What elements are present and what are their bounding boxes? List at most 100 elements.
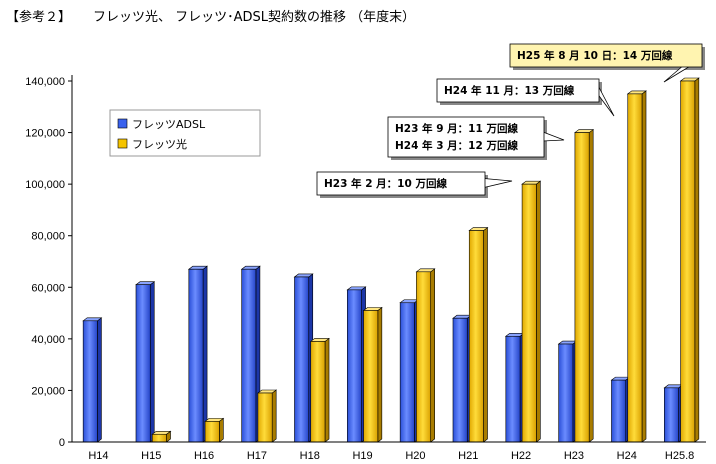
bar-face xyxy=(347,289,362,443)
bar-hikari xyxy=(468,226,489,443)
x-tick-label: H16 xyxy=(194,450,214,462)
y-tick-label: 120,000 xyxy=(25,128,65,140)
callout-text: H23 年 9 月：11 万回線 xyxy=(395,122,518,135)
bar-hikari xyxy=(204,417,225,443)
bar-face xyxy=(627,93,643,443)
bar-side xyxy=(97,317,102,443)
y-tick-label: 0 xyxy=(59,437,65,449)
legend: フレッツADSL フレッツ光 xyxy=(109,109,261,157)
y-tick-label: 140,000 xyxy=(25,76,65,88)
bar-hikari xyxy=(151,430,172,443)
bar-face xyxy=(558,343,574,443)
callout-text: H24 年 3 月：12 万回線 xyxy=(395,139,518,152)
bar-face xyxy=(680,80,696,443)
page-title: 【参考２】 フレッツ光、 フレッツ･ADSL契約数の推移 （年度末） xyxy=(6,6,415,25)
bar-adsl xyxy=(82,317,103,443)
legend-swatch xyxy=(117,138,128,149)
y-tick-label: 40,000 xyxy=(31,334,65,346)
bar-side xyxy=(377,306,383,443)
bar-face xyxy=(82,320,98,443)
bar-face xyxy=(151,433,167,443)
callout-box xyxy=(509,43,703,68)
bar-face xyxy=(204,421,220,443)
reference-label: 【参考２】 xyxy=(6,10,72,25)
bar-side xyxy=(536,180,541,443)
callout-pointer xyxy=(483,178,513,189)
bar-face xyxy=(399,302,415,443)
bar-hikari xyxy=(362,306,383,443)
bar-adsl xyxy=(452,314,473,443)
callout: H24 年 11 月：13 万回線 xyxy=(436,78,615,117)
y-tick-label: 80,000 xyxy=(31,231,65,243)
chart-title: フレッツ光、 フレッツ･ADSL契約数の推移 （年度末） xyxy=(93,10,416,25)
bar-face xyxy=(664,387,679,443)
bar-face xyxy=(505,335,521,443)
bar-face xyxy=(241,268,257,443)
x-tick-label: H18 xyxy=(300,450,320,462)
legend-label: フレッツ光 xyxy=(132,137,187,151)
y-tick-label: 60,000 xyxy=(31,282,65,294)
bar-side xyxy=(202,265,208,443)
bar-side xyxy=(430,268,435,443)
bar-face xyxy=(135,284,151,443)
bar-adsl xyxy=(399,299,420,443)
callout: H23 年 2 月：10 万回線 xyxy=(316,171,513,198)
bar-hikari xyxy=(309,337,330,443)
bar-face xyxy=(574,132,590,443)
bar-face xyxy=(416,271,431,443)
bar-adsl xyxy=(293,273,314,443)
x-tick-label: H17 xyxy=(247,450,267,462)
callout-box xyxy=(436,78,600,103)
bar-adsl xyxy=(135,281,156,443)
bar-adsl xyxy=(240,265,261,443)
x-tick-label: H22 xyxy=(511,450,531,462)
bar-face xyxy=(468,230,484,443)
bar-side xyxy=(694,77,700,443)
callout-text: H25 年 8 月 10 日：14 万回線 xyxy=(517,49,673,62)
x-tick-label: H20 xyxy=(405,450,425,462)
bar-side xyxy=(219,417,224,443)
bar-adsl xyxy=(610,376,631,443)
bar-hikari xyxy=(521,180,542,443)
bar-adsl xyxy=(504,332,525,443)
bar-adsl xyxy=(187,265,208,443)
bar-hikari xyxy=(574,128,595,443)
callout: H25 年 8 月 10 日：14 万回線 xyxy=(509,43,705,83)
bar-adsl xyxy=(557,340,578,443)
bar-face xyxy=(452,317,468,443)
bar-face xyxy=(363,310,379,443)
legend-swatch xyxy=(117,118,128,129)
x-tick-label: H23 xyxy=(564,450,584,462)
bar-face xyxy=(521,183,537,443)
bar-side xyxy=(324,337,330,443)
x-tick-label: H25.8 xyxy=(665,450,694,462)
bar-side xyxy=(271,389,277,443)
bar-side xyxy=(641,90,647,443)
bar-hikari xyxy=(679,77,700,443)
bar-face xyxy=(257,392,273,443)
callout-text: H23 年 2 月：10 万回線 xyxy=(324,177,447,190)
bar-face xyxy=(188,268,204,443)
y-tick-label: 20,000 xyxy=(31,385,65,397)
bar-hikari xyxy=(415,268,436,443)
bar-side xyxy=(483,226,488,443)
legend-label: フレッツADSL xyxy=(132,118,206,131)
x-tick-label: H14 xyxy=(88,450,108,462)
bar-face xyxy=(611,379,627,443)
bar-face xyxy=(294,276,310,443)
callout-text: H24 年 11 月：13 万回線 xyxy=(444,84,575,97)
y-tick-label: 100,000 xyxy=(25,179,65,191)
callout-box xyxy=(387,116,545,158)
x-tick-label: H24 xyxy=(617,450,637,462)
x-tick-label: H21 xyxy=(458,450,478,462)
callout: H23 年 9 月：11 万回線 H24 年 3 月：12 万回線 xyxy=(387,116,565,160)
bar-adsl xyxy=(346,286,367,443)
x-tick-label: H15 xyxy=(141,450,161,462)
callout-box xyxy=(316,171,486,196)
x-tick-label: H19 xyxy=(352,450,372,462)
legend-box xyxy=(109,109,261,157)
bar-side xyxy=(149,281,155,443)
bar-side xyxy=(588,128,594,443)
bar-face xyxy=(310,341,326,443)
